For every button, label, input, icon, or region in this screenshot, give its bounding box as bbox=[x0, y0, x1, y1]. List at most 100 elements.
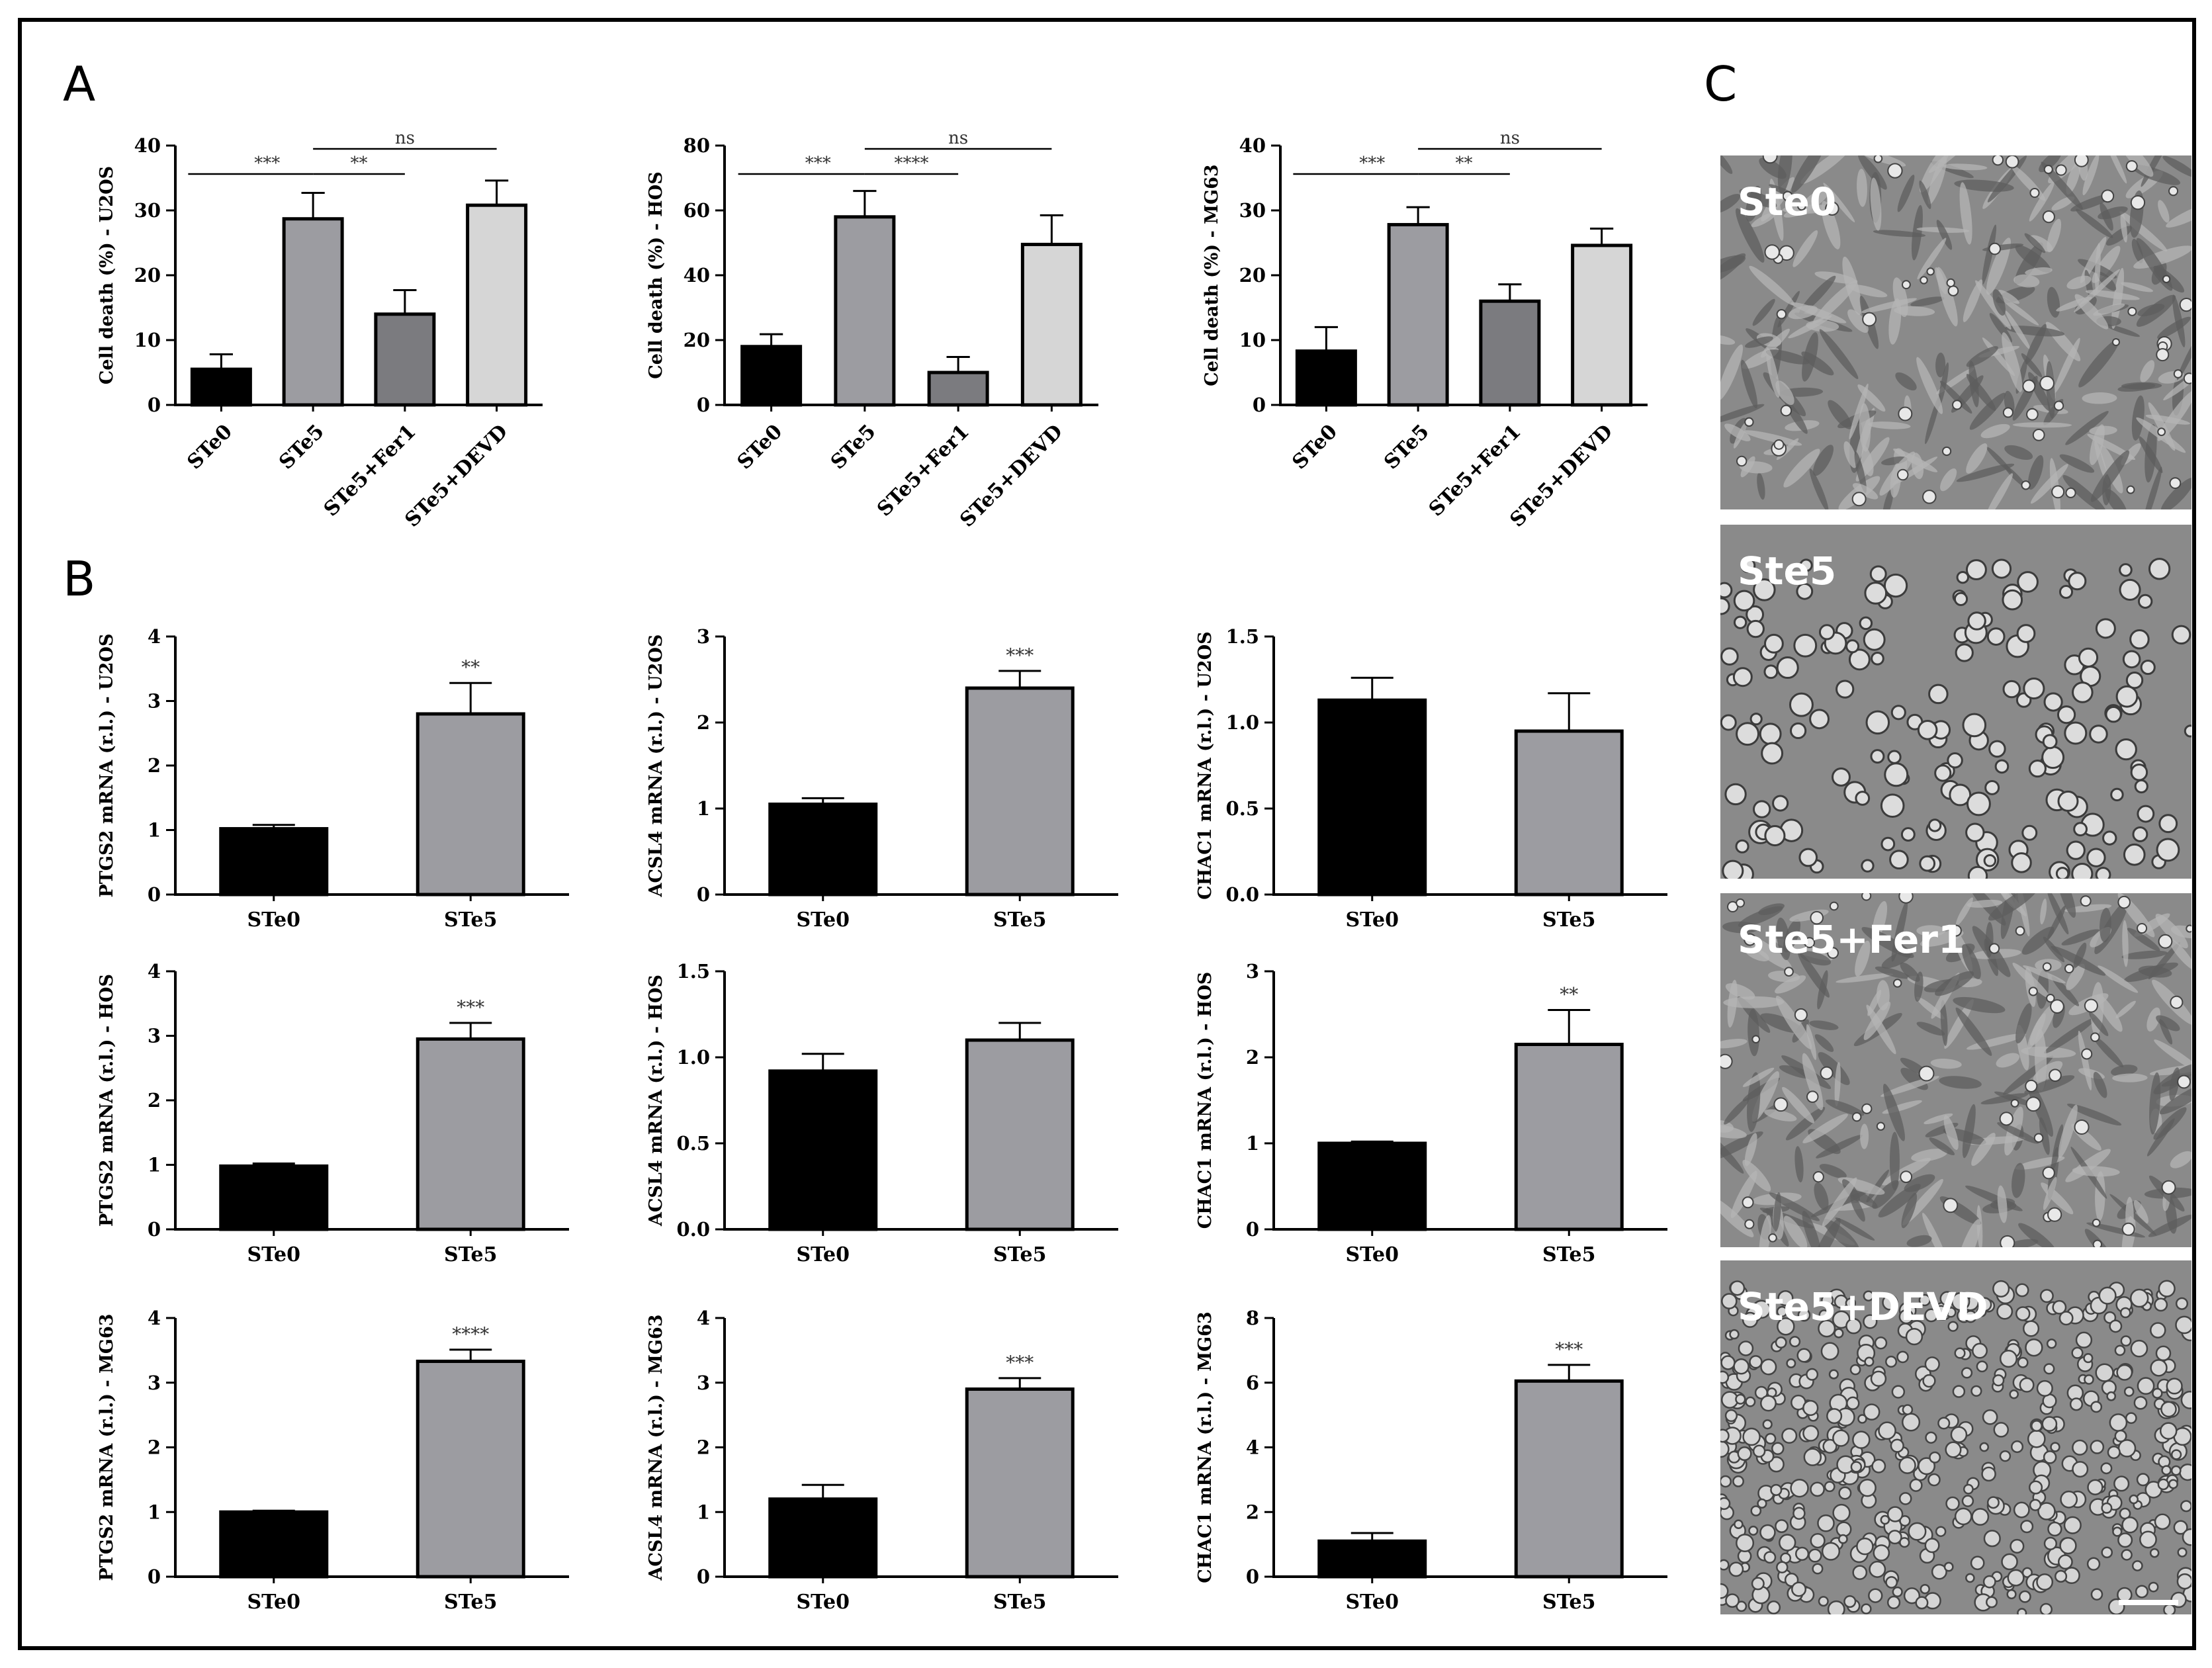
cell bbox=[1941, 446, 1952, 457]
cell bbox=[1982, 224, 1997, 285]
cell bbox=[1742, 1067, 1775, 1087]
cell bbox=[1821, 200, 1841, 249]
cell bbox=[2027, 455, 2044, 490]
cell bbox=[1744, 933, 1757, 946]
cell bbox=[2106, 1391, 2117, 1401]
cell bbox=[2029, 181, 2055, 222]
y-tick-label: 4 bbox=[148, 1307, 161, 1329]
cell bbox=[1943, 1198, 1959, 1213]
cell bbox=[1963, 279, 1983, 322]
cell bbox=[1882, 1294, 1898, 1311]
cell bbox=[1780, 404, 1792, 417]
cell bbox=[1898, 893, 1914, 904]
cell bbox=[1901, 280, 1911, 290]
cell bbox=[1775, 1519, 1789, 1533]
cell bbox=[2075, 1331, 2093, 1348]
cell bbox=[1935, 1526, 1947, 1537]
category-label: STe0 bbox=[1345, 1591, 1399, 1614]
cell bbox=[2139, 436, 2163, 473]
cell bbox=[2023, 965, 2066, 984]
cell bbox=[2163, 1603, 2176, 1614]
cell bbox=[2090, 1588, 2103, 1601]
cell bbox=[1922, 490, 1937, 504]
cell bbox=[1761, 742, 1784, 765]
category-label: STe0 bbox=[247, 1591, 300, 1614]
cell bbox=[2137, 923, 2148, 934]
cell bbox=[2043, 1450, 2057, 1464]
cell bbox=[1812, 1171, 1824, 1183]
cell bbox=[2013, 1501, 2030, 1518]
cell-layer bbox=[1720, 155, 2191, 509]
cell bbox=[1829, 901, 1839, 911]
cell bbox=[2095, 867, 2111, 879]
significance-label: *** bbox=[1006, 1352, 1034, 1374]
y-tick-label: 0 bbox=[148, 883, 161, 906]
cell bbox=[1759, 1215, 1771, 1247]
cell bbox=[1956, 570, 1969, 584]
cell bbox=[1720, 1370, 1730, 1384]
cell bbox=[1720, 714, 1737, 731]
cell bbox=[2044, 1017, 2096, 1054]
y-tick-label: 0.5 bbox=[1226, 797, 1259, 820]
y-tick-label: 3 bbox=[148, 690, 161, 713]
y-tick-label: 2 bbox=[697, 1436, 710, 1459]
cell bbox=[2137, 805, 2155, 823]
cell bbox=[1982, 1575, 1996, 1589]
cell bbox=[2114, 1344, 2126, 1356]
cell bbox=[1753, 578, 1776, 601]
cell bbox=[1810, 1217, 1841, 1247]
cell bbox=[1963, 1483, 1974, 1495]
cell bbox=[1746, 619, 1765, 638]
cell bbox=[2094, 243, 2101, 292]
y-tick-label: 2 bbox=[697, 711, 710, 734]
cell bbox=[2156, 348, 2170, 362]
cell bbox=[1725, 1593, 1740, 1608]
cell bbox=[2130, 195, 2146, 210]
cell bbox=[2029, 1004, 2055, 1046]
cell bbox=[1744, 947, 1769, 961]
cell bbox=[1846, 1396, 1860, 1411]
cell bbox=[2018, 1223, 2056, 1247]
cell bbox=[2011, 1440, 2024, 1454]
cell bbox=[2021, 480, 2031, 490]
cell bbox=[1802, 1114, 1848, 1143]
cell bbox=[2160, 477, 2191, 509]
cell bbox=[2127, 928, 2160, 951]
cell bbox=[1748, 1525, 1759, 1536]
cell bbox=[1810, 1481, 1825, 1497]
cell bbox=[2158, 1280, 2176, 1297]
cell bbox=[2122, 650, 2141, 669]
cell bbox=[1777, 155, 1792, 194]
cell bbox=[1927, 818, 1942, 832]
cell bbox=[2093, 303, 2125, 316]
cell bbox=[2047, 893, 2069, 935]
cell bbox=[1952, 1385, 1966, 1398]
cell bbox=[1791, 1581, 1807, 1597]
cell bbox=[2107, 1445, 2121, 1460]
cell bbox=[1986, 1496, 2000, 1509]
cell bbox=[2046, 1339, 2057, 1349]
bar bbox=[1387, 223, 1449, 407]
category-label: STe0 bbox=[796, 1243, 850, 1266]
cell bbox=[2154, 1513, 2171, 1530]
cell bbox=[1996, 1303, 2013, 1320]
y-tick-label: 1 bbox=[697, 797, 710, 820]
cell bbox=[1764, 244, 1780, 260]
cell bbox=[1865, 710, 1890, 735]
cell bbox=[1785, 1106, 1826, 1141]
cell bbox=[1821, 1294, 1834, 1307]
bar bbox=[416, 1037, 525, 1231]
cell bbox=[1812, 1563, 1824, 1575]
cell bbox=[1847, 284, 1888, 298]
cell bbox=[1832, 1503, 1851, 1522]
chart-9: 0 1 2 3 CHAC1 mRNA (r.l.) - HOS STe0 STe5 ** bbox=[1195, 960, 1667, 1266]
cell bbox=[1800, 951, 1832, 966]
cell bbox=[2125, 671, 2144, 689]
cell bbox=[1950, 1426, 1968, 1444]
cell bbox=[2157, 427, 2166, 437]
cell bbox=[2150, 1359, 2168, 1377]
cell bbox=[2015, 926, 2025, 936]
cell bbox=[2130, 1339, 2148, 1358]
bar bbox=[219, 1510, 329, 1579]
cell bbox=[1776, 917, 1791, 961]
